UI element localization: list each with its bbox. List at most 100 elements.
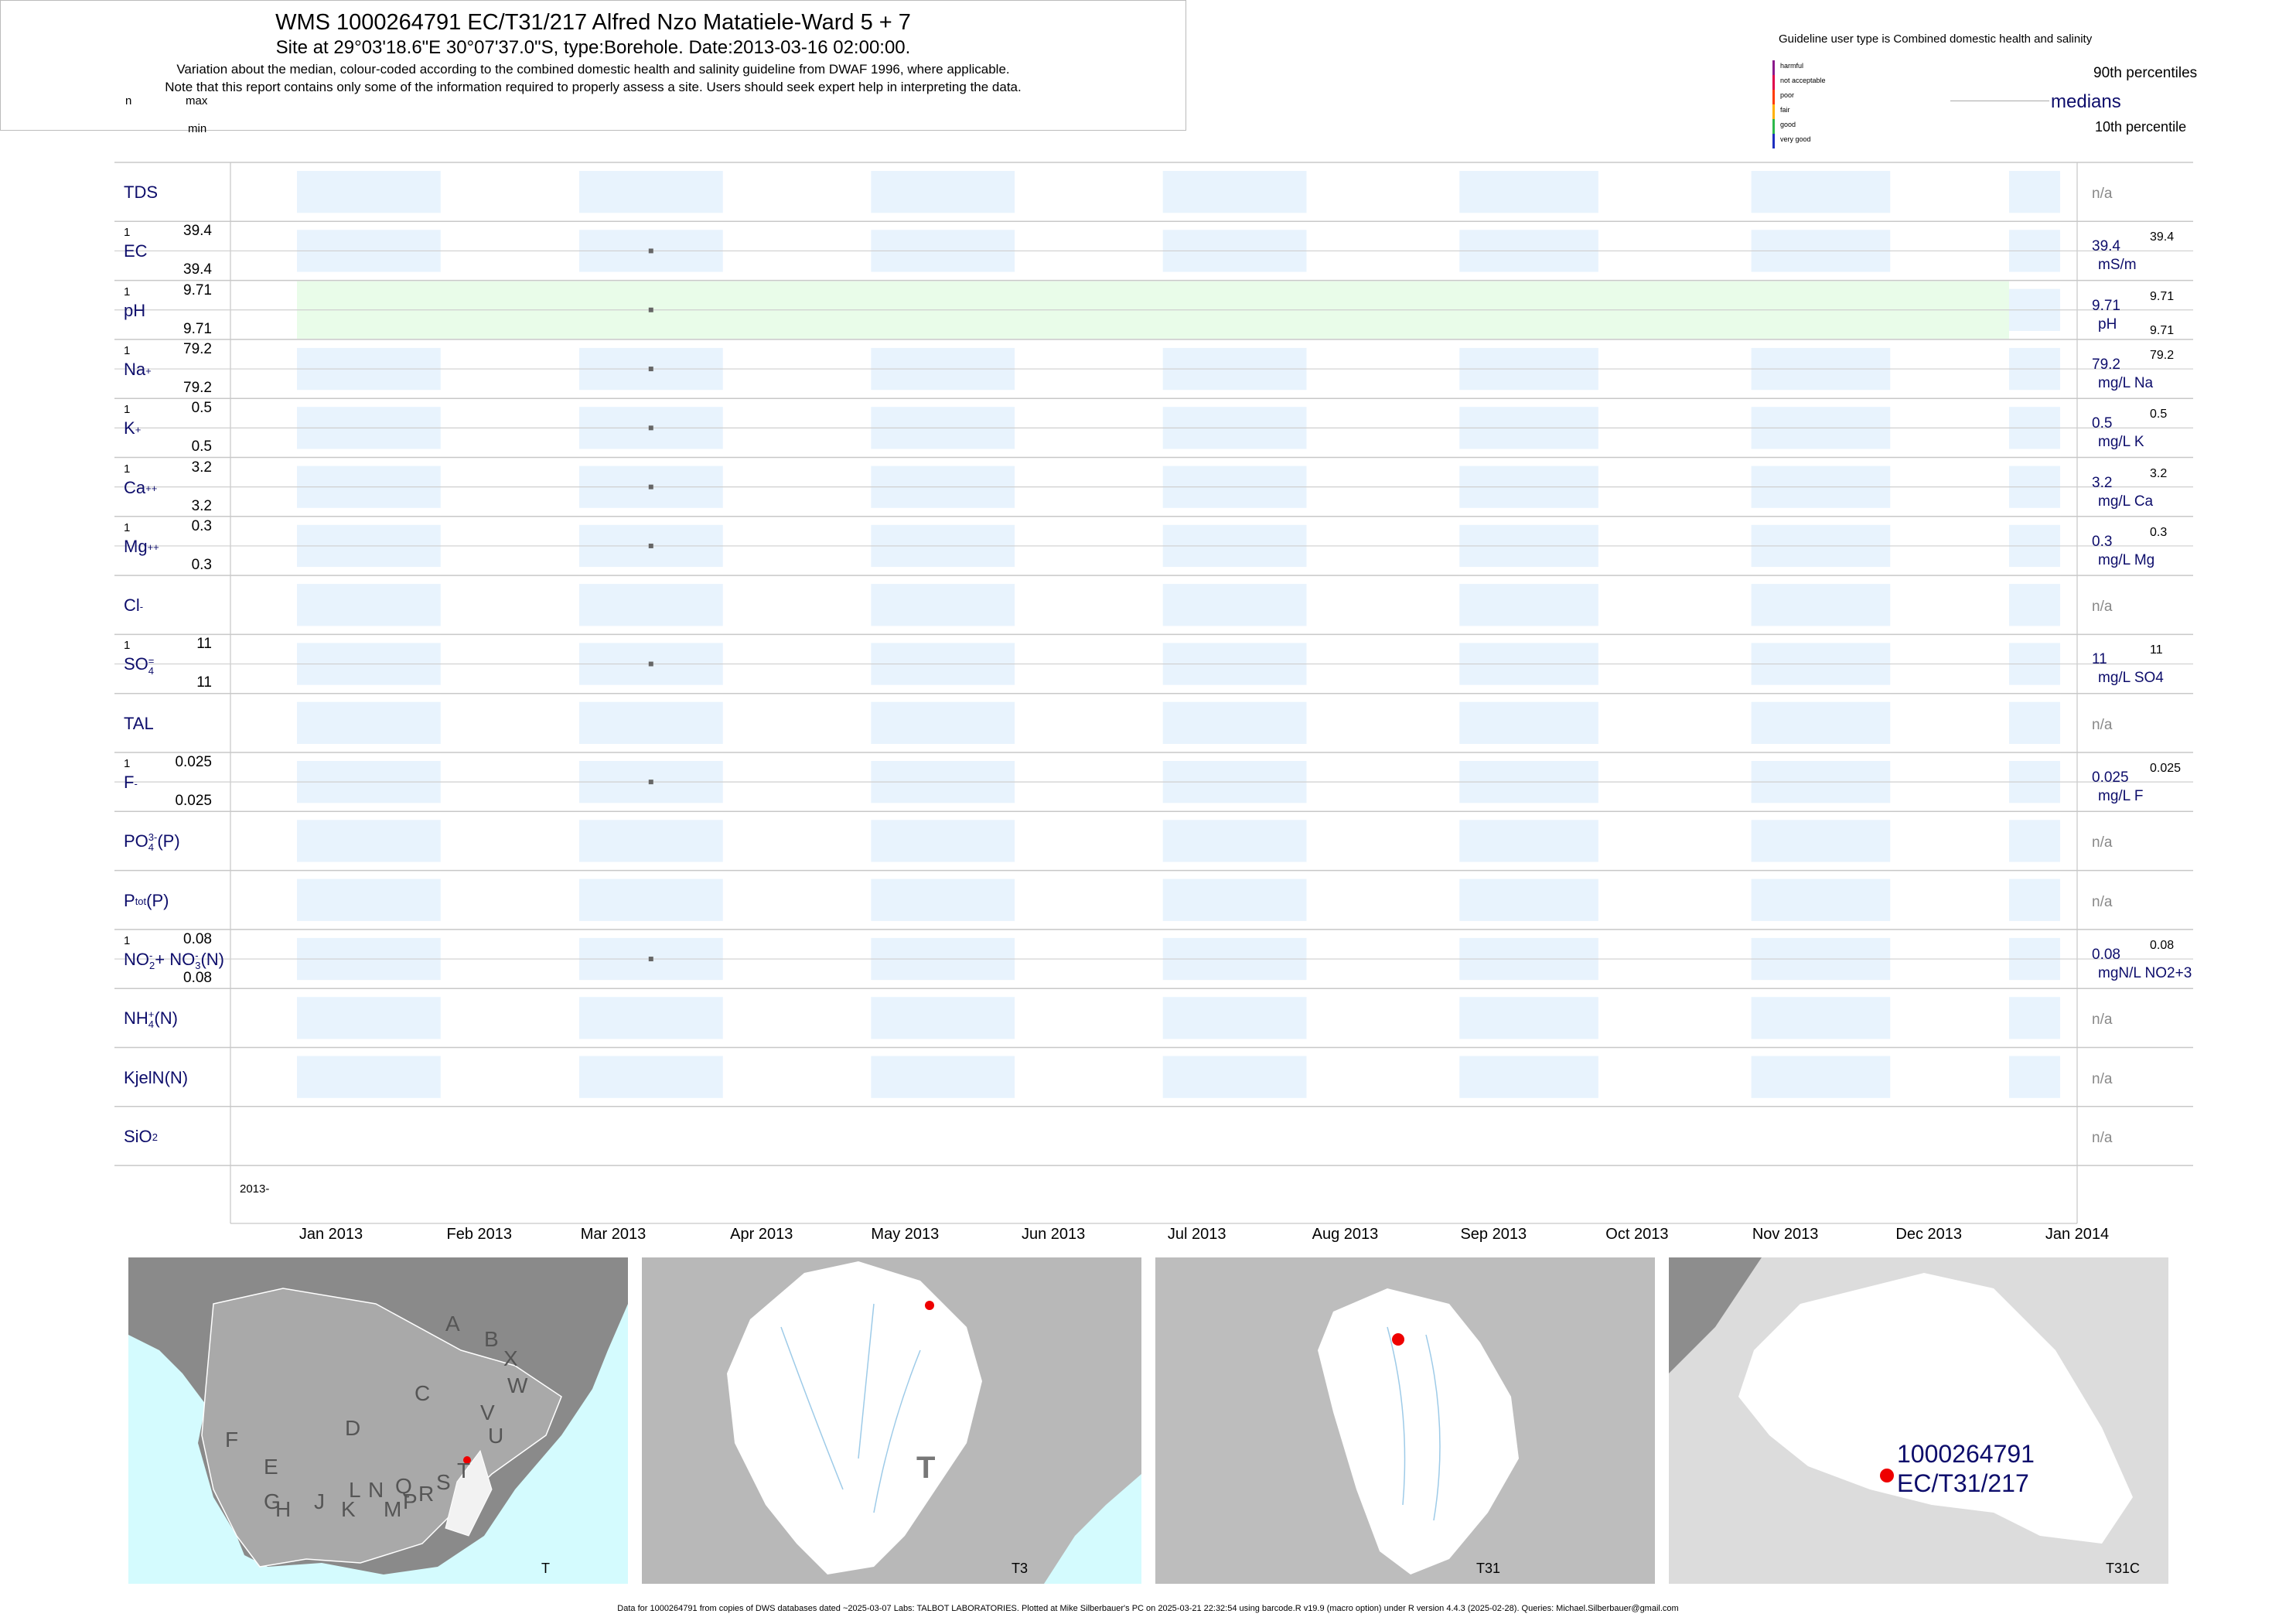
- row-label: TDS: [124, 183, 158, 202]
- row-label: pH: [124, 300, 146, 320]
- row-unit: mgN/L NO2+3: [2098, 964, 2192, 981]
- row-min: 9.71: [183, 320, 212, 337]
- title-box: WMS 1000264791 EC/T31/217 Alfred Nzo Mat…: [0, 0, 1186, 131]
- month-band: [1162, 997, 1307, 1039]
- map-t31: T31: [1155, 1257, 1655, 1584]
- row-n: 1: [124, 343, 131, 357]
- p90-label: 90th percentiles: [2093, 65, 2198, 81]
- region-letter: N: [368, 1478, 384, 1502]
- guideline-label: Guideline user type is Combined domestic…: [1779, 32, 2093, 46]
- row-median-na: n/a: [2092, 1070, 2113, 1087]
- month-band: [297, 820, 441, 862]
- site-marker: [1880, 1469, 1894, 1482]
- legend-swatch-2: [1772, 90, 1775, 104]
- month-band: [1459, 1056, 1598, 1098]
- max-header: max: [186, 94, 208, 107]
- month-band: [578, 584, 723, 626]
- legend-swatch-4: [1772, 119, 1775, 134]
- site-id-label: 1000264791: [1897, 1440, 2035, 1468]
- row-p10: 9.71: [2150, 323, 2175, 337]
- month-band: [1162, 879, 1307, 921]
- month-band: [1751, 584, 1891, 626]
- data-point: [648, 543, 653, 548]
- data-point: [648, 367, 653, 372]
- month-band: [1459, 171, 1598, 213]
- row-median: 3.2: [2092, 474, 2113, 491]
- month-band: [578, 701, 723, 744]
- row-min: 79.2: [183, 379, 212, 396]
- x-tick-label: Dec 2013: [1895, 1226, 1963, 1243]
- site-code-label: EC/T31/217: [1897, 1469, 2029, 1497]
- chart-title: WMS 1000264791 EC/T31/217 Alfred Nzo Mat…: [275, 10, 911, 35]
- row-unit: mg/L K: [2098, 434, 2144, 451]
- row-median: 11: [2092, 651, 2107, 668]
- row-min: 0.3: [191, 556, 212, 573]
- x-tick-label: Apr 2013: [730, 1226, 793, 1243]
- legend-class-label: harmful: [1780, 62, 1804, 70]
- month-band: [2009, 879, 2060, 921]
- row-n: 1: [124, 639, 131, 653]
- row-median-na: n/a: [2092, 834, 2113, 851]
- row-p90: 79.2: [2150, 348, 2175, 362]
- row-unit: mS/m: [2098, 257, 2137, 274]
- data-point: [648, 661, 653, 667]
- x-tick-label: Sep 2013: [1460, 1226, 1527, 1243]
- row-label: NH +4 (N): [124, 1008, 178, 1031]
- site-marker: [1392, 1333, 1404, 1346]
- legend-swatch-0: [1772, 60, 1775, 75]
- data-point: [648, 425, 653, 431]
- row-p90: 9.71: [2150, 289, 2175, 303]
- month-band: [1459, 997, 1598, 1039]
- x-tick-label: Jun 2013: [1021, 1226, 1086, 1243]
- map-2-big-letter: T: [916, 1451, 936, 1485]
- row-label: Cl -: [124, 595, 144, 616]
- row-p90: 11: [2150, 643, 2163, 657]
- month-band: [1751, 997, 1891, 1039]
- row-p90: 0.5: [2150, 408, 2168, 421]
- row-n: 1: [124, 462, 131, 476]
- row-label: EC: [124, 241, 148, 261]
- month-band: [1162, 1056, 1307, 1098]
- p10-label: 10th percentile: [2095, 119, 2187, 135]
- land-shape: [1669, 1257, 1762, 1373]
- region-letter: G: [264, 1489, 281, 1513]
- month-band: [2009, 820, 2060, 862]
- region-letter: W: [507, 1373, 528, 1397]
- month-band: [2009, 171, 2060, 213]
- month-band: [1162, 820, 1307, 862]
- row-p90: 0.3: [2150, 525, 2168, 539]
- row-max: 11: [196, 636, 212, 653]
- row-n: 1: [124, 520, 131, 534]
- row-unit: mg/L Mg: [2098, 551, 2155, 568]
- data-point: [648, 307, 653, 312]
- map-t3: T T3: [642, 1257, 1141, 1584]
- map-3-label: T31: [1476, 1561, 1501, 1576]
- map-t31c-svg: [1669, 1257, 2133, 1544]
- region-letter: D: [345, 1416, 360, 1440]
- month-band: [871, 171, 1015, 213]
- row-median: 0.025: [2092, 769, 2129, 786]
- region-letter: M: [384, 1497, 401, 1521]
- highlight-region: [445, 1449, 493, 1537]
- month-band: [1459, 879, 1598, 921]
- month-band: [871, 879, 1015, 921]
- row-n: 1: [124, 285, 131, 299]
- x-tick-label: Nov 2013: [1752, 1226, 1819, 1243]
- site-line: Site at 29°03'18.6"E 30°07'37.0"S, type:…: [275, 37, 911, 58]
- map-t31c: 1000264791 EC/T31/217 T31C: [1669, 1257, 2168, 1584]
- legend-class-label: not acceptable: [1780, 77, 1826, 84]
- row-median: 0.08: [2092, 946, 2120, 963]
- month-band: [1751, 820, 1891, 862]
- month-band: [871, 1056, 1015, 1098]
- row-label: Na +: [124, 359, 152, 379]
- row-min: 0.5: [191, 438, 212, 455]
- rivers: [780, 1303, 921, 1513]
- row-max: 0.5: [191, 400, 212, 417]
- month-band: [297, 879, 441, 921]
- month-band: [871, 701, 1015, 744]
- month-band: [578, 1056, 723, 1098]
- row-max: 39.4: [183, 223, 212, 240]
- region-letter: F: [225, 1428, 238, 1452]
- data-point: [648, 957, 653, 962]
- region-letter: Q: [395, 1474, 412, 1498]
